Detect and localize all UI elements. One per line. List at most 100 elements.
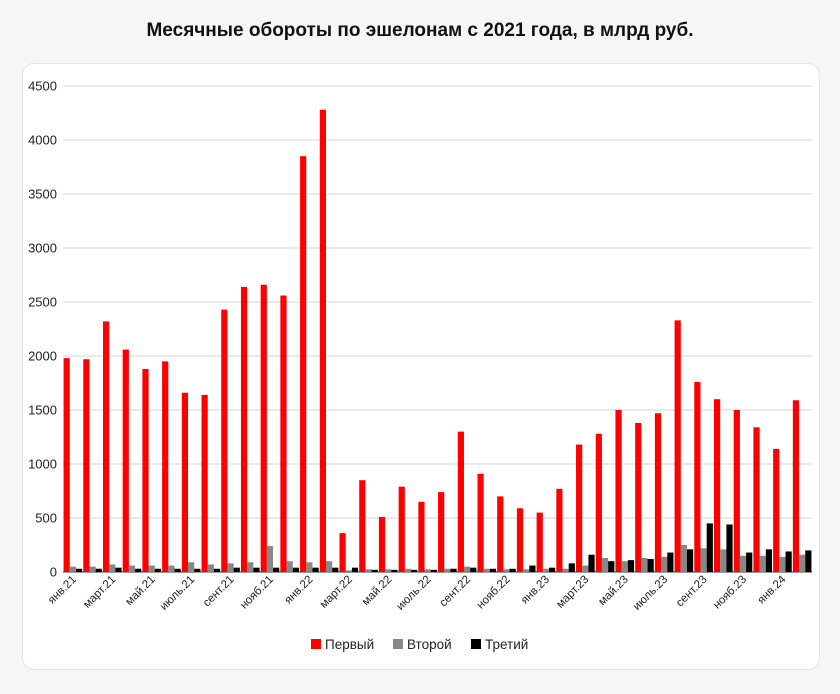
y-tick-label: 2500 bbox=[28, 295, 57, 310]
bar-second bbox=[523, 569, 530, 572]
bar-third bbox=[75, 568, 83, 572]
bar-first bbox=[63, 358, 70, 572]
bar-third bbox=[174, 568, 181, 572]
x-tick-label: март.23 bbox=[554, 574, 591, 611]
bar-first bbox=[240, 286, 248, 572]
x-tick-label: март.22 bbox=[318, 574, 355, 611]
bar-second bbox=[109, 564, 116, 572]
bar-second bbox=[325, 561, 333, 572]
bar-first bbox=[792, 400, 800, 572]
bar-third bbox=[371, 569, 378, 572]
bar-third bbox=[115, 567, 122, 572]
x-tick-label: нояб.21 bbox=[238, 574, 276, 612]
legend-swatch bbox=[393, 639, 403, 649]
bar-second bbox=[306, 562, 313, 572]
x-axis: янв.21 март.21 май.21 июль.21 сент.21 нояб.21… bbox=[46, 573, 789, 613]
bar-first bbox=[438, 492, 445, 572]
bar-second bbox=[463, 566, 471, 572]
bar-first bbox=[694, 381, 701, 572]
bar-first bbox=[635, 422, 642, 572]
bar-third bbox=[588, 554, 595, 572]
x-tick-label: нояб.23 bbox=[711, 574, 749, 612]
y-tick-label: 1500 bbox=[28, 403, 57, 418]
bar-third bbox=[686, 549, 694, 572]
bar-third bbox=[726, 524, 733, 572]
bar-second bbox=[562, 568, 569, 572]
legend-label: Первый bbox=[325, 637, 374, 652]
bar-second bbox=[680, 545, 687, 572]
bar-third bbox=[430, 569, 437, 572]
bar-second bbox=[503, 569, 510, 572]
bar-third bbox=[154, 568, 161, 572]
bar-second bbox=[661, 556, 668, 572]
x-tick-label: сент.23 bbox=[674, 574, 710, 610]
bar-second bbox=[483, 568, 490, 572]
bar-second bbox=[89, 566, 96, 572]
x-tick-label: янв.23 bbox=[519, 574, 552, 607]
bar-third bbox=[765, 549, 773, 572]
x-tick-label: сент.22 bbox=[437, 574, 473, 610]
gridlines bbox=[63, 85, 812, 573]
bar-second bbox=[266, 546, 274, 572]
bar-third bbox=[391, 569, 398, 572]
bar-first bbox=[339, 533, 346, 572]
bar-second bbox=[700, 548, 707, 572]
bar-first bbox=[615, 410, 622, 572]
bar-third bbox=[549, 567, 556, 572]
y-tick-label: 1000 bbox=[28, 457, 57, 472]
bar-first bbox=[753, 427, 760, 572]
bar-second bbox=[621, 561, 628, 572]
bar-third bbox=[292, 567, 299, 572]
bar-second bbox=[345, 570, 352, 572]
bar-second bbox=[148, 565, 155, 572]
bar-first bbox=[83, 359, 90, 572]
x-tick-label: май.22 bbox=[360, 574, 394, 608]
bar-second bbox=[286, 561, 293, 572]
bar-third bbox=[647, 559, 654, 572]
bar-third bbox=[608, 561, 615, 572]
bar-first bbox=[319, 109, 326, 572]
bar-second bbox=[207, 564, 214, 572]
bar-second bbox=[69, 566, 76, 572]
bar-second bbox=[227, 563, 234, 572]
bar-second bbox=[128, 565, 136, 572]
bar-first bbox=[162, 361, 169, 572]
x-tick-label: июль.21 bbox=[158, 574, 197, 613]
y-tick-label: 0 bbox=[50, 565, 57, 580]
legend-swatch bbox=[471, 639, 481, 649]
bar-first bbox=[418, 501, 425, 572]
y-tick-label: 3500 bbox=[28, 187, 57, 202]
chart-title: Месячные обороты по эшелонам с 2021 года… bbox=[146, 20, 694, 41]
bar-third bbox=[746, 552, 753, 572]
bar-second bbox=[424, 569, 431, 572]
bar-first bbox=[477, 473, 484, 572]
bar-first bbox=[280, 295, 287, 572]
bar-second bbox=[759, 555, 766, 572]
x-tick-label: май.23 bbox=[596, 574, 630, 608]
bar-first bbox=[536, 512, 543, 572]
bar-first bbox=[595, 433, 602, 572]
y-tick-label: 2000 bbox=[28, 349, 57, 364]
x-tick-label: март.21 bbox=[81, 574, 118, 611]
bar-third bbox=[627, 560, 635, 572]
bar-third bbox=[568, 563, 575, 572]
bar-first bbox=[181, 392, 189, 572]
bar-first bbox=[516, 508, 524, 572]
bar-third bbox=[213, 568, 221, 572]
bar-third bbox=[529, 565, 536, 572]
bar-third bbox=[706, 523, 713, 572]
x-tick-label: янв.22 bbox=[282, 574, 315, 607]
bar-third bbox=[785, 551, 792, 572]
bar-second bbox=[247, 562, 254, 572]
bar-second bbox=[365, 569, 372, 572]
y-tick-label: 3000 bbox=[28, 241, 57, 256]
bar-first bbox=[457, 431, 464, 572]
bar-third bbox=[312, 567, 319, 572]
bar-third bbox=[253, 567, 260, 572]
bar-first bbox=[714, 399, 721, 572]
bar-first bbox=[142, 368, 149, 572]
bar-third bbox=[135, 568, 142, 572]
bar-first bbox=[300, 156, 307, 572]
